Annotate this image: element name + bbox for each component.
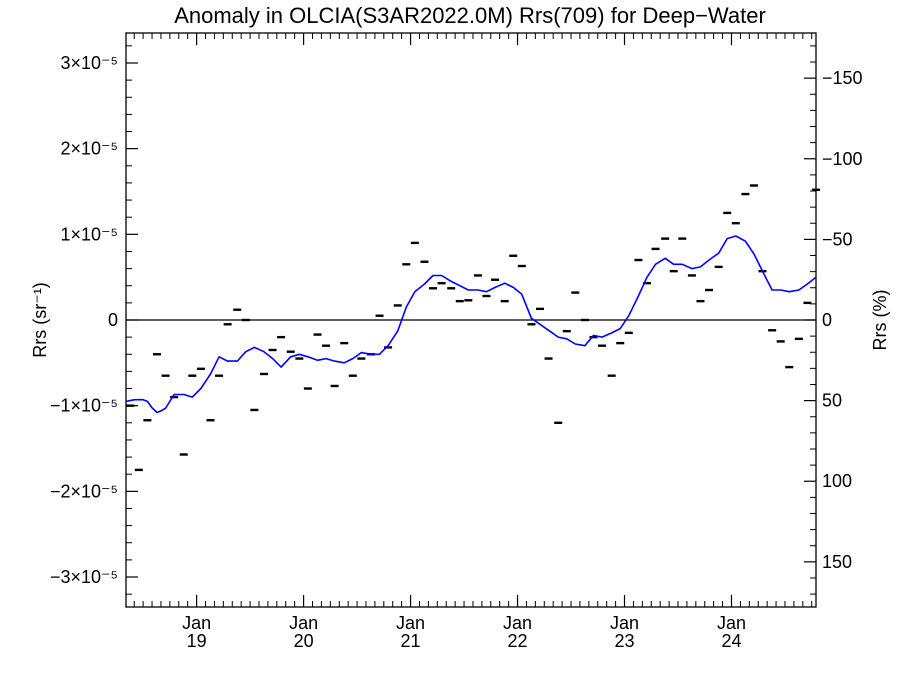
y-tick-label: −1×10⁻⁵: [50, 396, 118, 416]
y-tick-label: 2×10⁻⁵: [60, 139, 118, 159]
y2-tick-label: −150: [822, 68, 863, 88]
blue-series-line: [125, 235, 817, 414]
x-tick-month: Jan: [396, 613, 425, 633]
y-tick-label: 3×10⁻⁵: [60, 53, 118, 73]
x-tick-year: 23: [614, 631, 634, 651]
y2-tick-label: 100: [822, 471, 852, 491]
y2-tick-label: −50: [822, 229, 853, 249]
x-tick-year: 24: [721, 631, 741, 651]
x-tick-month: Jan: [182, 613, 211, 633]
chart-title: Anomaly in OLCIA(S3AR2022.0M) Rrs(709) f…: [174, 3, 766, 28]
y2-tick-label: −100: [822, 149, 863, 169]
y-tick-label: −3×10⁻⁵: [50, 567, 118, 587]
x-tick-month: Jan: [717, 613, 746, 633]
y-tick-label: 0: [108, 310, 118, 330]
x-tick-year: 21: [401, 631, 421, 651]
x-tick-month: Jan: [610, 613, 639, 633]
y2-tick-label: 0: [822, 310, 832, 330]
y-tick-label: 1×10⁻⁵: [60, 224, 118, 244]
x-tick-year: 19: [187, 631, 207, 651]
x-tick-year: 20: [294, 631, 314, 651]
x-tick-year: 22: [508, 631, 528, 651]
x-tick-month: Jan: [503, 613, 532, 633]
y2-tick-label: 150: [822, 552, 852, 572]
y-axis-label: Rrs (sr⁻¹): [30, 282, 50, 357]
x-tick-month: Jan: [289, 613, 318, 633]
y2-tick-label: 50: [822, 391, 842, 411]
plot-layer: 3×10⁻⁵ 2×10⁻⁵ 1×10⁻⁵ 0 −1×10⁻⁵ −2×10⁻⁵ −3×10⁻⁵…: [50, 33, 863, 651]
y-tick-label: −2×10⁻⁵: [50, 481, 118, 501]
y2-axis-label: Rrs (%): [870, 290, 890, 351]
